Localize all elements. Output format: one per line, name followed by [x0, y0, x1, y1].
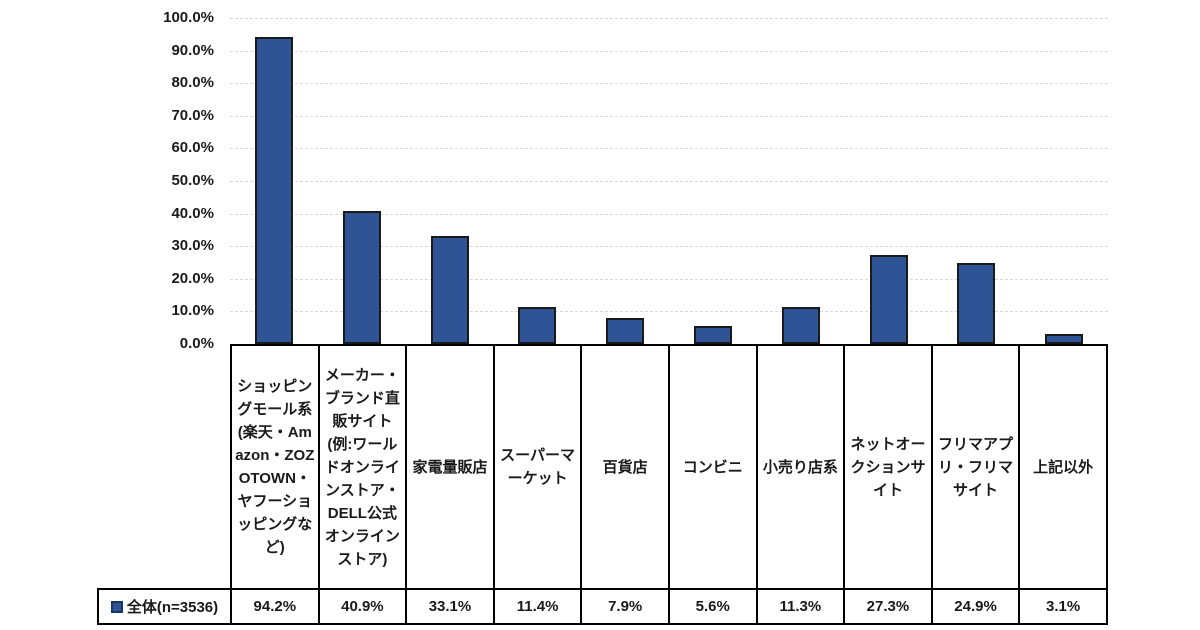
bar-6 [694, 326, 732, 344]
gridline-70 [230, 115, 1108, 117]
y-tick-label-100.0%: 100.0% [163, 9, 214, 26]
bar-7 [782, 307, 820, 344]
gridline-90 [230, 50, 1108, 52]
bar-1 [255, 37, 293, 344]
value-cell-2: 40.9% [320, 590, 408, 623]
category-label-2: メーカー・ブランド直販サイト(例:ワールドオンラインストア・DELL公式オンライ… [320, 346, 408, 588]
y-axis: 0.0% 10.0% 20.0% 30.0% 40.0% 50.0% 60.0% 70.0% 8… [0, 0, 214, 360]
category-label-9: フリマアプリ・フリマサイト [933, 346, 1021, 588]
y-tick-label-60.0%: 60.0% [171, 139, 214, 156]
bar-4 [518, 307, 556, 344]
gridline-40 [230, 213, 1108, 215]
value-cell-6: 5.6% [670, 590, 758, 623]
y-tick-label-0.0%: 0.0% [179, 335, 214, 352]
value-cell-3: 33.1% [407, 590, 495, 623]
value-table-row: 94.2% 40.9% 33.1% 11.4% 7.9% 5.6% 11.3% 27.3% 24… [230, 588, 1108, 625]
category-label-10: 上記以外 [1033, 458, 1094, 476]
gridline-80 [230, 83, 1108, 85]
category-label-1: ショッピングモール系(楽天・Amazon・ZOZOTOWN・ヤフーショッピングな… [232, 346, 320, 588]
gridline-100 [230, 18, 1108, 19]
value-cell-1: 94.2% [232, 590, 320, 623]
value-cell-7: 11.3% [758, 590, 846, 623]
value-cell-4: 11.4% [495, 590, 583, 623]
y-tick-label-10.0%: 10.0% [171, 302, 214, 319]
bar-9 [957, 263, 995, 344]
y-tick-label-90.0%: 90.0% [171, 42, 214, 59]
category-label-table: ショッピングモール系(楽天・Amazon・ZOZOTOWN・ヤフーショッピングな… [230, 344, 1108, 588]
plot-area [230, 18, 1108, 344]
legend-marker-icon [110, 600, 123, 613]
bar-10 [1045, 334, 1083, 344]
gridline-20 [230, 278, 1108, 280]
gridline-30 [230, 246, 1108, 248]
category-label-3: 家電量販店 [407, 346, 495, 588]
bar-3 [431, 236, 469, 344]
y-tick-label-30.0%: 30.0% [171, 237, 214, 254]
bar-8 [870, 255, 908, 344]
value-cell-5: 7.9% [582, 590, 670, 623]
legend-cell: 全体(n=3536) [97, 588, 232, 625]
value-cell-8: 27.3% [845, 590, 933, 623]
value-cell-9: 24.9% [933, 590, 1021, 623]
gridline-60 [230, 148, 1108, 150]
y-tick-label-40.0%: 40.0% [171, 205, 214, 222]
category-label-6: コンビニ [670, 346, 758, 588]
bar-2 [343, 211, 381, 344]
y-tick-label-20.0%: 20.0% [171, 270, 214, 287]
bar-5 [606, 318, 644, 344]
legend-label: 全体(n=3536) [126, 599, 219, 616]
category-label-5: 百貨店 [582, 346, 670, 588]
y-tick-label-50.0%: 50.0% [171, 172, 214, 189]
category-label-4: スーパーマーケット [495, 346, 583, 588]
gridline-10 [230, 311, 1108, 313]
y-tick-label-80.0%: 80.0% [171, 74, 214, 91]
category-label-7: 小売り店系 [758, 346, 846, 588]
category-label-8: ネットオークションサイト [845, 346, 933, 588]
gridline-50 [230, 181, 1108, 182]
y-tick-label-70.0%: 70.0% [171, 107, 214, 124]
value-cell-10: 3.1% [1046, 598, 1081, 615]
